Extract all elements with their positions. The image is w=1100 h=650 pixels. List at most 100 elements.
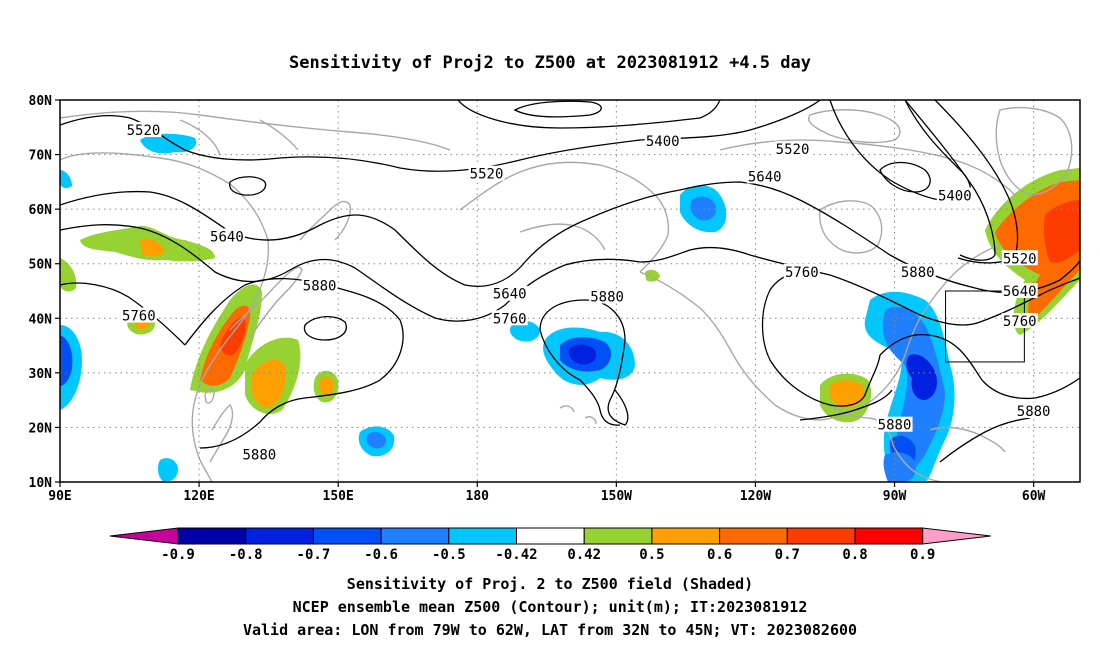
colorbar-label: -0.8: [229, 547, 263, 563]
contour-5760: [60, 224, 1080, 326]
contour-label-bg: [774, 141, 811, 157]
contour-5520-canada: [904, 100, 996, 261]
shade-positive-gulf-core: [828, 380, 865, 408]
contour-5880-pacific-w: [184, 277, 404, 449]
coast-kamchatka: [299, 200, 352, 241]
coast-alaska: [459, 161, 670, 273]
contour-label-bg: [241, 446, 278, 462]
coastlines: [60, 106, 1073, 482]
contour-label: 5760: [493, 311, 527, 327]
coast-gulf: [829, 404, 894, 446]
shade-positive-pacific-small-core: [318, 376, 334, 396]
contour-label-bg: [1001, 283, 1038, 298]
contour-label: 5640: [748, 169, 782, 185]
contour-labels: 5520 5400 5520 5520 5640 5400 5640 5760 5880 5520…: [120, 122, 1052, 464]
lon-tick-label: 150E: [323, 489, 354, 504]
shade-negative-us-east-peak: [906, 354, 937, 400]
coast-arctic-russia: [179, 119, 299, 156]
lat-tick-label: 50N: [29, 258, 53, 273]
contour-label: 5640: [493, 287, 527, 303]
caption-contour: NCEP ensemble mean Z500 (Contour); unit(…: [293, 598, 808, 616]
contour-label: 5640: [1003, 284, 1037, 300]
colorbar-label: 0.8: [842, 547, 867, 563]
lat-tick-label: 30N: [29, 367, 53, 382]
contour-label-bg: [491, 310, 528, 326]
contour-5880-atlantic: [879, 334, 1080, 400]
contour-label: 5880: [590, 289, 624, 305]
contour-5520-east: [934, 100, 1019, 264]
shade-negative-philippine-sea-core: [366, 432, 386, 449]
colorbar-label: -0.9: [161, 547, 195, 563]
coast-canada-arctic: [719, 139, 1016, 196]
contour-label: 5520: [1003, 251, 1037, 267]
coast-korea-japan: [229, 266, 303, 339]
shade-negative-alaska-core: [690, 196, 717, 221]
shade-negative-central-america: [883, 452, 916, 482]
contour-label-bg: [491, 285, 528, 301]
contour-label-bg: [1001, 313, 1038, 329]
contour-5880-caribbean: [939, 417, 1031, 463]
contour-5880-small-ring: [303, 316, 347, 341]
contour-label: 5760: [785, 265, 819, 281]
contour-label: 5880: [303, 279, 337, 295]
contour-5880-central-pacific: [539, 299, 629, 426]
contour-5400-polar: [457, 100, 721, 129]
contour-label-bg: [876, 416, 913, 432]
colorbar-over-arrow: [922, 527, 991, 545]
contour-5760-sw: [60, 282, 186, 346]
colorbar-label: 0.7: [775, 547, 800, 563]
coast-alaska-peninsula: [519, 223, 606, 251]
lon-tick-label: 150W: [601, 489, 632, 504]
contour-label: 5760: [122, 309, 156, 325]
contour-5880-gulf: [799, 389, 893, 421]
colorbar-label: -0.6: [364, 547, 398, 563]
colorbar-label: 0.6: [707, 547, 732, 563]
colorbar-swatch: [516, 527, 585, 545]
contour-5640-e: [974, 259, 1080, 294]
colorbar-swatch: [448, 527, 517, 545]
shade-positive-china-core: [140, 238, 165, 257]
colorbar-swatch: [177, 527, 247, 545]
contour-label-bg: [120, 307, 157, 323]
coast-north-america-west: [639, 271, 821, 421]
contour-label-bg: [746, 168, 783, 184]
lon-tick-label: 90E: [48, 489, 71, 504]
lat-tick-label: 10N: [29, 476, 53, 491]
coast-greenland: [995, 106, 1073, 196]
map-frame: [59, 99, 1081, 483]
contour-label-bg: [301, 277, 338, 293]
contour-label-bg: [1015, 403, 1052, 419]
colorbar-swatch: [312, 527, 382, 545]
coast-asia-east: [60, 152, 270, 482]
contour-label: 5640: [210, 229, 244, 245]
contour-label: 5400: [938, 189, 972, 205]
lon-tick-label: 120W: [740, 489, 771, 504]
coast-hawaii: [559, 405, 597, 425]
contour-5640-arctic-ring: [229, 176, 267, 196]
contour-5880-central-pacific-low: [539, 329, 621, 426]
coast-north-america-east: [819, 244, 1001, 421]
colorbar-label: -0.7: [297, 547, 331, 563]
colorbar-swatch: [786, 527, 856, 545]
shade-negative-scs: [157, 458, 178, 482]
lat-tick-label: 40N: [29, 312, 53, 327]
colorbar-label: 0.42: [567, 547, 601, 563]
contour-label-bg: [468, 165, 505, 181]
colorbar: -0.9 -0.8 -0.7 -0.6 -0.5 -0.42 0.42 0.5 0.6 0.7 0.…: [109, 527, 991, 563]
shade-negative-india-core: [60, 335, 73, 386]
shade-positive-atlantic-peak: [1043, 200, 1080, 263]
contour-5400-canada-inner: [879, 161, 931, 193]
shade-negative-pacific-peak: [568, 344, 597, 365]
contour-label-bg: [125, 122, 162, 138]
colorbar-under-arrow: [109, 527, 179, 545]
contour-label-bg: [936, 187, 973, 203]
contour-label-bg: [644, 132, 681, 148]
contour-label-bg: [208, 228, 245, 244]
shade-positive-nw-pacific-core: [250, 359, 286, 408]
shade-negative-india-north: [60, 170, 72, 189]
contour-label-bg: [589, 288, 626, 304]
contour-label: 5880: [878, 418, 912, 434]
coast-hudson: [819, 200, 883, 254]
figure-title: Sensitivity of Proj2 to Z500 at 20230819…: [289, 53, 811, 73]
